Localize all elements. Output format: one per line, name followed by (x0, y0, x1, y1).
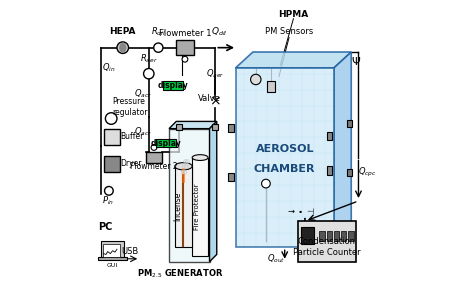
Polygon shape (169, 121, 217, 129)
FancyBboxPatch shape (236, 68, 334, 247)
FancyBboxPatch shape (163, 81, 183, 90)
Text: HPMA: HPMA (278, 10, 309, 19)
FancyBboxPatch shape (228, 173, 234, 181)
Ellipse shape (185, 165, 188, 169)
FancyBboxPatch shape (175, 166, 192, 247)
FancyBboxPatch shape (327, 231, 332, 241)
Text: $Q_{cpc}$: $Q_{cpc}$ (358, 166, 376, 179)
Text: display: display (158, 81, 189, 90)
Ellipse shape (181, 170, 185, 174)
FancyBboxPatch shape (101, 241, 124, 259)
Text: Valve: Valve (198, 94, 221, 103)
FancyBboxPatch shape (176, 124, 182, 130)
Circle shape (105, 187, 113, 195)
Text: $\Psi$: $\Psi$ (350, 55, 361, 67)
FancyBboxPatch shape (228, 124, 234, 131)
FancyBboxPatch shape (341, 231, 346, 241)
FancyBboxPatch shape (301, 227, 314, 244)
Text: USB: USB (121, 247, 138, 256)
Text: Condensation
Particle Counter: Condensation Particle Counter (293, 237, 360, 256)
Polygon shape (334, 52, 351, 247)
FancyBboxPatch shape (319, 231, 325, 241)
Text: $Q_{acr}$: $Q_{acr}$ (134, 88, 152, 100)
Ellipse shape (183, 170, 187, 174)
Ellipse shape (183, 159, 187, 164)
FancyBboxPatch shape (104, 129, 120, 145)
FancyBboxPatch shape (104, 156, 120, 172)
Ellipse shape (192, 155, 208, 161)
Text: PM$_{2.5}$ GENERATOR: PM$_{2.5}$ GENERATOR (137, 267, 224, 279)
Ellipse shape (119, 43, 127, 53)
Circle shape (299, 250, 305, 256)
Circle shape (144, 69, 154, 79)
Ellipse shape (186, 159, 189, 164)
Text: $P_{in}$: $P_{in}$ (102, 195, 114, 207)
Ellipse shape (117, 42, 128, 53)
Ellipse shape (182, 165, 186, 169)
FancyBboxPatch shape (298, 221, 356, 262)
Text: AEROSOL: AEROSOL (255, 144, 314, 154)
FancyBboxPatch shape (169, 129, 210, 262)
Circle shape (251, 74, 261, 85)
FancyBboxPatch shape (347, 169, 352, 176)
FancyBboxPatch shape (267, 81, 274, 93)
Text: HEPA: HEPA (109, 27, 136, 36)
FancyBboxPatch shape (98, 257, 127, 260)
Text: Buffer: Buffer (120, 132, 143, 141)
Polygon shape (236, 52, 351, 68)
FancyBboxPatch shape (348, 231, 354, 241)
FancyBboxPatch shape (212, 124, 218, 130)
Text: $Q_{dil}$: $Q_{dil}$ (211, 25, 228, 38)
Text: Flowmeter 2: Flowmeter 2 (130, 162, 178, 171)
Circle shape (105, 113, 117, 124)
FancyBboxPatch shape (347, 119, 352, 127)
Text: PC: PC (98, 222, 113, 232)
FancyBboxPatch shape (102, 244, 120, 257)
Text: Pressure
regulator: Pressure regulator (113, 97, 148, 117)
Circle shape (154, 43, 163, 52)
Text: $Q_{acr}$: $Q_{acr}$ (134, 125, 152, 138)
Circle shape (262, 179, 270, 188)
Text: $Q_{aer}$: $Q_{aer}$ (206, 67, 225, 80)
Text: Flowmeter 1: Flowmeter 1 (159, 29, 211, 38)
FancyBboxPatch shape (334, 231, 339, 241)
Ellipse shape (175, 163, 192, 170)
FancyBboxPatch shape (327, 166, 332, 175)
Text: $Q_{in}$: $Q_{in}$ (102, 62, 116, 74)
Text: $Q_{out}$: $Q_{out}$ (267, 253, 285, 265)
FancyBboxPatch shape (176, 40, 193, 55)
FancyBboxPatch shape (192, 158, 208, 256)
Text: Incense: Incense (173, 192, 182, 221)
Text: $R_{aer}$: $R_{aer}$ (140, 53, 158, 65)
FancyBboxPatch shape (327, 131, 332, 140)
Circle shape (151, 145, 157, 150)
Text: GUI: GUI (107, 263, 118, 268)
Text: PM Sensors: PM Sensors (265, 27, 313, 36)
Text: display: display (151, 139, 182, 148)
Text: Dryer: Dryer (120, 159, 141, 168)
Text: $R_{dil}$: $R_{dil}$ (151, 25, 166, 38)
Circle shape (182, 56, 188, 62)
Text: $\times$: $\times$ (210, 94, 221, 108)
FancyBboxPatch shape (146, 152, 162, 163)
Text: $\rightarrow\bullet\dashv$: $\rightarrow\bullet\dashv$ (286, 206, 315, 216)
FancyBboxPatch shape (156, 139, 176, 147)
Text: Fire Protector: Fire Protector (193, 183, 200, 230)
Text: CHAMBER: CHAMBER (254, 164, 316, 174)
Polygon shape (210, 121, 217, 262)
